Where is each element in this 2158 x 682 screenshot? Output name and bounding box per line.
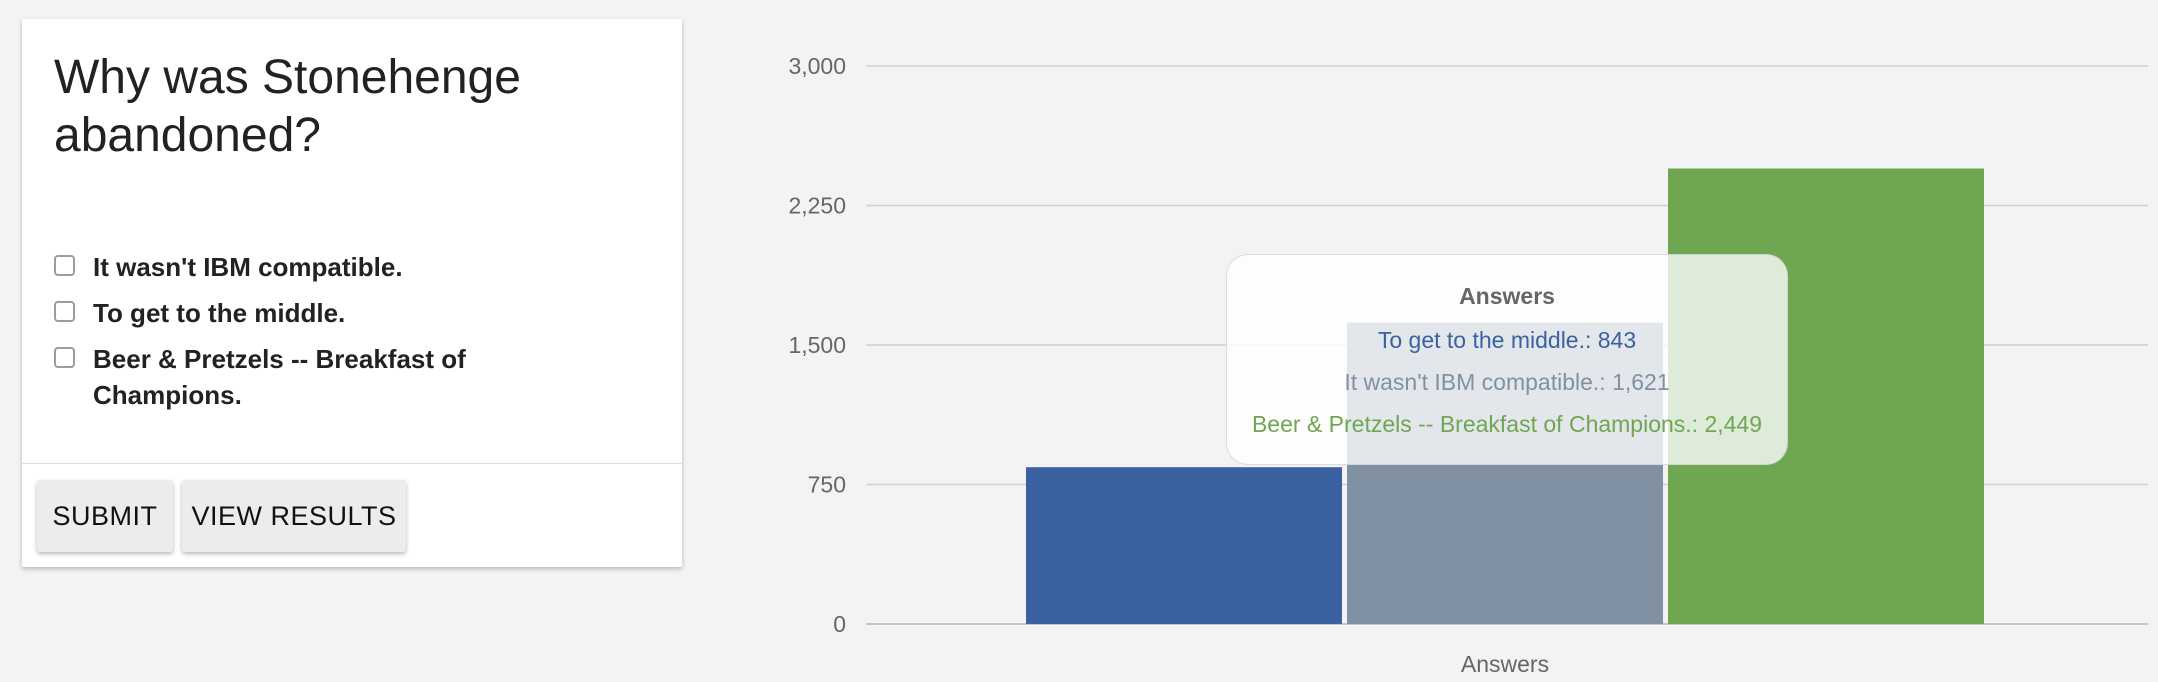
option-checkbox[interactable] <box>54 347 75 368</box>
poll-question: Why was Stonehenge abandoned? <box>54 51 521 162</box>
option-label[interactable]: To get to the middle. <box>93 298 346 328</box>
option-checkbox[interactable] <box>54 301 75 322</box>
card-divider <box>22 463 682 464</box>
option-middle[interactable]: To get to the middle. <box>54 295 654 331</box>
tooltip-row: It wasn't IBM compatible.: 1,621 <box>1344 369 1670 395</box>
tooltip-row: Beer & Pretzels -- Breakfast of Champion… <box>1251 411 1763 437</box>
y-tick-label: 750 <box>808 472 846 498</box>
y-tick-label: 3,000 <box>788 53 846 79</box>
y-tick-label: 1,500 <box>788 332 846 358</box>
y-tick-label: 0 <box>833 611 846 637</box>
option-ibm[interactable]: It wasn't IBM compatible. <box>54 249 654 285</box>
y-tick-label: 2,250 <box>788 193 846 219</box>
x-axis-title: Answers <box>1461 651 1549 677</box>
poll-options: It wasn't IBM compatible. To get to the … <box>54 249 654 423</box>
option-label[interactable]: Beer & Pretzels -- Breakfast of Champion… <box>93 344 466 410</box>
poll-card: Why was Stonehenge abandoned? It wasn't … <box>22 19 682 567</box>
tooltip-row: To get to the middle.: 843 <box>1377 327 1637 353</box>
option-checkbox[interactable] <box>54 255 75 276</box>
tooltip-title: Answers <box>1459 283 1555 309</box>
option-label[interactable]: It wasn't IBM compatible. <box>93 252 403 282</box>
bar[interactable] <box>1026 467 1342 624</box>
submit-button[interactable]: SUBMIT <box>37 480 173 552</box>
view-results-button[interactable]: VIEW RESULTS <box>182 480 406 552</box>
option-beer[interactable]: Beer & Pretzels -- Breakfast of Champion… <box>54 341 654 413</box>
chart-tooltip: Answers To get to the middle.: 843 It wa… <box>1226 254 1788 465</box>
